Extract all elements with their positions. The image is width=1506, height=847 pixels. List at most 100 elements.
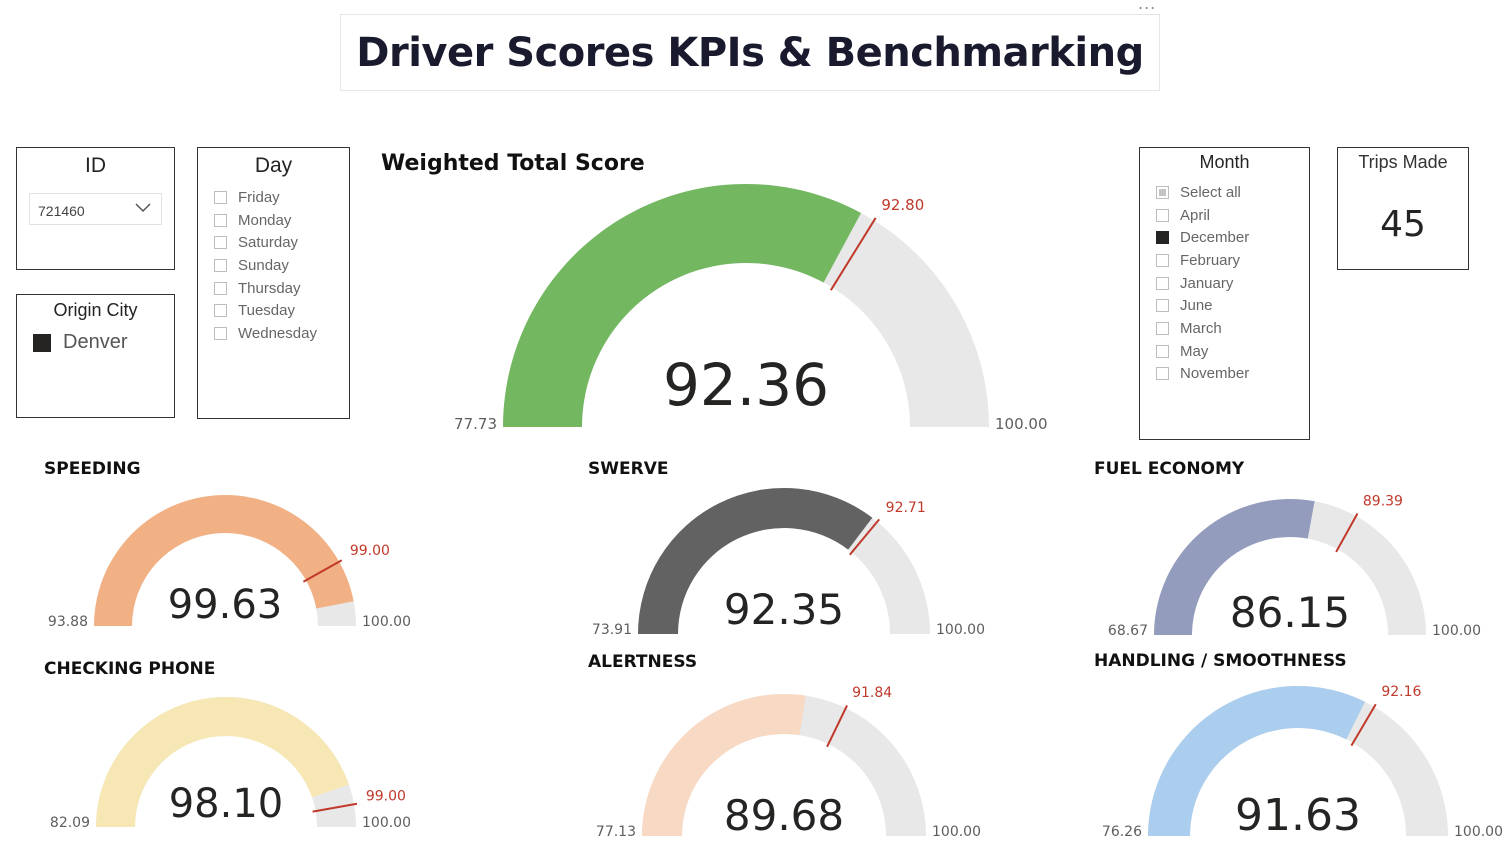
gauge-value-label: 91.63 bbox=[1235, 790, 1361, 841]
day-slicer: Day Friday Monday Saturday Sunday Thursday Tu… bbox=[197, 147, 350, 419]
speeding-title: SPEEDING bbox=[44, 459, 141, 479]
month-option[interactable]: February bbox=[1156, 249, 1249, 272]
gauge-value-arc bbox=[638, 488, 873, 634]
alertness-gauge: 89.68 77.13 100.00 91.84 bbox=[596, 685, 981, 840]
gauge-min-label: 82.09 bbox=[50, 815, 90, 831]
fuel-economy-title: FUEL ECONOMY bbox=[1094, 459, 1245, 479]
checkbox-icon[interactable] bbox=[1156, 321, 1169, 335]
gauge-value-label: 92.35 bbox=[724, 585, 844, 634]
checkbox-icon[interactable] bbox=[1156, 253, 1169, 267]
checkbox-icon[interactable] bbox=[1156, 276, 1169, 290]
checkbox-icon[interactable] bbox=[214, 213, 227, 227]
month-option-label: April bbox=[1180, 206, 1211, 224]
month-option[interactable]: April bbox=[1156, 204, 1249, 227]
origin-city-slicer: Origin City Denver bbox=[16, 294, 175, 418]
report-title: Driver Scores KPIs & Benchmarking bbox=[356, 29, 1144, 76]
day-slicer-title: Day bbox=[254, 154, 293, 177]
handling-smoothness-title: HANDLING / SMOOTHNESS bbox=[1094, 651, 1347, 671]
month-option-label: November bbox=[1180, 365, 1250, 383]
checkbox-icon[interactable] bbox=[1156, 208, 1169, 222]
checkbox-icon[interactable] bbox=[214, 190, 227, 204]
month-option-label: January bbox=[1180, 274, 1234, 292]
day-option-label: Sunday bbox=[238, 256, 289, 274]
day-option-label: Friday bbox=[238, 188, 280, 206]
swerve-gauge: 92.35 73.91 100.00 92.71 bbox=[592, 488, 985, 638]
gauge-target-label: 91.84 bbox=[852, 685, 892, 701]
gauge-value-arc bbox=[96, 697, 349, 827]
gauge-max-label: 100.00 bbox=[362, 614, 411, 630]
swerve-title: SWERVE bbox=[588, 459, 669, 479]
trips-made-value: 45 bbox=[1380, 204, 1426, 245]
gauge-min-label: 68.67 bbox=[1108, 623, 1148, 639]
gauge-max-label: 100.00 bbox=[932, 824, 981, 840]
day-option[interactable]: Sunday bbox=[214, 254, 317, 277]
day-option-label: Monday bbox=[238, 211, 292, 229]
day-option[interactable]: Friday bbox=[214, 186, 317, 209]
gauge-target-marker bbox=[830, 217, 877, 291]
checking-phone-title: CHECKING PHONE bbox=[44, 659, 216, 679]
weighted-total-gauge: 92.36 77.73 100.00 92.80 bbox=[454, 183, 1048, 433]
checkbox-checked-icon bbox=[33, 333, 51, 352]
checkbox-icon[interactable] bbox=[214, 236, 227, 250]
month-option[interactable]: November bbox=[1156, 363, 1249, 386]
checkbox-icon[interactable] bbox=[214, 304, 227, 318]
month-option[interactable]: Select all bbox=[1156, 181, 1249, 204]
gauge-min-label: 77.73 bbox=[454, 415, 497, 433]
day-option[interactable]: Monday bbox=[214, 209, 317, 232]
gauge-target-label: 89.39 bbox=[1363, 493, 1403, 509]
month-option[interactable]: January bbox=[1156, 272, 1249, 295]
gauge-value-arc bbox=[1148, 686, 1366, 836]
gauge-max-label: 100.00 bbox=[1432, 623, 1481, 639]
gauge-value-arc bbox=[94, 495, 354, 626]
day-option[interactable]: Thursday bbox=[214, 277, 317, 300]
checkbox-icon[interactable] bbox=[1156, 299, 1169, 313]
weighted-total-title: Weighted Total Score bbox=[381, 151, 645, 176]
day-option[interactable]: Tuesday bbox=[214, 299, 317, 322]
id-dropdown[interactable]: 721460 bbox=[29, 193, 162, 225]
month-option-label: December bbox=[1180, 229, 1250, 247]
day-option-label: Tuesday bbox=[238, 302, 295, 320]
trips-made-label: Trips Made bbox=[1358, 152, 1448, 172]
gauge-max-label: 100.00 bbox=[1454, 824, 1503, 840]
checkbox-checked-icon[interactable] bbox=[1156, 231, 1169, 245]
month-options-list: Select all April December February January Ju… bbox=[1156, 181, 1249, 385]
month-option[interactable]: May bbox=[1156, 340, 1249, 363]
month-option-label: February bbox=[1180, 251, 1241, 269]
gauge-max-label: 100.00 bbox=[995, 415, 1048, 433]
gauge-target-marker bbox=[302, 559, 343, 583]
more-options-icon[interactable]: ... bbox=[1138, 0, 1157, 13]
checkbox-icon[interactable] bbox=[1156, 367, 1169, 381]
gauge-target-marker bbox=[849, 518, 880, 556]
gauge-target-label: 99.00 bbox=[350, 543, 390, 559]
gauge-target-label: 92.80 bbox=[881, 196, 924, 214]
month-option-label: June bbox=[1180, 297, 1213, 315]
id-slicer: ID 721460 bbox=[16, 147, 175, 270]
origin-city-option-denver[interactable]: Denver bbox=[33, 331, 127, 354]
day-option-label: Wednesday bbox=[238, 324, 317, 342]
month-option[interactable]: June bbox=[1156, 294, 1249, 317]
checkbox-icon[interactable] bbox=[214, 326, 227, 340]
day-option[interactable]: Wednesday bbox=[214, 322, 317, 345]
gauge-target-marker bbox=[1350, 703, 1377, 747]
gauge-min-label: 73.91 bbox=[592, 622, 632, 638]
month-option-label: Select all bbox=[1180, 183, 1241, 201]
gauge-value-label: 98.10 bbox=[169, 781, 284, 827]
gauge-value-arc bbox=[503, 183, 862, 427]
month-option[interactable]: March bbox=[1156, 317, 1249, 340]
gauge-min-label: 77.13 bbox=[596, 824, 636, 840]
checkbox-partial-icon[interactable] bbox=[1156, 185, 1169, 199]
month-option[interactable]: December bbox=[1156, 226, 1249, 249]
id-slicer-title: ID bbox=[85, 154, 106, 177]
checkbox-icon[interactable] bbox=[214, 258, 227, 272]
gauge-target-marker bbox=[1335, 512, 1359, 553]
report-title-box: Driver Scores KPIs & Benchmarking bbox=[340, 14, 1160, 91]
day-option-label: Saturday bbox=[238, 234, 299, 252]
gauge-value-arc bbox=[642, 693, 806, 836]
day-option[interactable]: Saturday bbox=[214, 231, 317, 254]
trips-made-card: Trips Made 45 bbox=[1337, 147, 1469, 270]
month-slicer-title: Month bbox=[1199, 152, 1250, 172]
checkbox-icon[interactable] bbox=[1156, 344, 1169, 358]
gauge-target-label: 99.00 bbox=[366, 789, 406, 805]
checking-phone-gauge: 98.10 82.09 100.00 99.00 bbox=[50, 697, 411, 831]
checkbox-icon[interactable] bbox=[214, 281, 227, 295]
